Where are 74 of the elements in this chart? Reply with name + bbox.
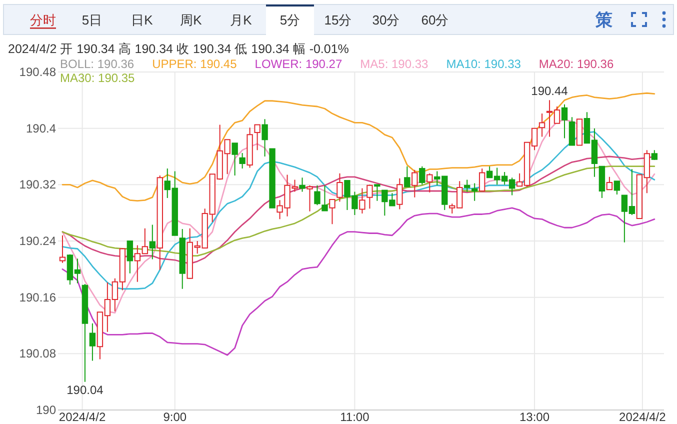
candlestick bbox=[471, 182, 478, 202]
y-tick-label: 190.48 bbox=[19, 65, 56, 79]
x-tick-label: 2024/4/2 bbox=[619, 410, 666, 424]
candlestick bbox=[232, 142, 238, 176]
label: 月K bbox=[230, 12, 252, 28]
candlestick bbox=[262, 118, 268, 157]
candlestick bbox=[478, 168, 486, 192]
y-tick-label: 190.16 bbox=[19, 290, 56, 304]
candlestick bbox=[269, 148, 276, 208]
label: 60分 bbox=[421, 12, 449, 28]
annotation: 190.44 bbox=[531, 84, 568, 98]
label: 15分 bbox=[324, 12, 352, 28]
candlestick bbox=[538, 113, 546, 138]
candlestick bbox=[179, 228, 186, 290]
candlestick bbox=[329, 198, 336, 225]
x-tick-label: 2024/4/2 bbox=[58, 410, 106, 424]
candlestick bbox=[561, 104, 568, 139]
label: 日K bbox=[131, 12, 153, 28]
text: BOLL: 190.36 bbox=[60, 57, 134, 71]
candlestick bbox=[651, 150, 658, 161]
candlestick bbox=[464, 179, 470, 192]
text: UPPER: 190.45 bbox=[152, 57, 238, 71]
candlestick bbox=[396, 178, 403, 210]
candlestick bbox=[336, 172, 343, 202]
y-tick-label: 190.24 bbox=[19, 234, 56, 248]
y-tick-label: 190.08 bbox=[19, 346, 56, 361]
candlestick bbox=[614, 180, 620, 196]
candlestick bbox=[404, 166, 410, 188]
line-series bbox=[62, 131, 656, 290]
candlestick bbox=[126, 240, 134, 274]
candlestick bbox=[306, 184, 313, 212]
text: MA10: 190.33 bbox=[446, 57, 522, 71]
candlestick bbox=[254, 124, 260, 151]
candlestick bbox=[314, 184, 320, 206]
x-tick-label: 13:00 bbox=[520, 410, 550, 424]
y-tick-label: 190.4 bbox=[26, 121, 56, 136]
candlestick bbox=[59, 234, 66, 264]
candlestick bbox=[412, 169, 418, 198]
label: 策 bbox=[596, 10, 612, 30]
label: 分时 bbox=[30, 12, 56, 28]
annotation: 190.04 bbox=[66, 382, 104, 397]
candlestick bbox=[239, 152, 246, 169]
candlestick bbox=[576, 118, 583, 146]
candlestick bbox=[156, 175, 163, 270]
chart-subtitle: 2024/4/2 开 190.34 高 190.34 收 190.34 低 190.34 幅 -0.01% bbox=[8, 41, 349, 56]
line-series bbox=[62, 166, 656, 256]
tab-selected: 5分 bbox=[266, 4, 314, 35]
line-series bbox=[62, 207, 656, 356]
candlestick bbox=[598, 166, 606, 199]
candlestick bbox=[82, 283, 88, 382]
candlestick bbox=[89, 322, 96, 362]
label: 5日 bbox=[82, 12, 102, 28]
candlestick bbox=[246, 127, 253, 168]
line-series bbox=[62, 119, 656, 314]
y-tick-label: 190.32 bbox=[19, 178, 56, 192]
candlestick bbox=[606, 176, 613, 190]
label: 30分 bbox=[372, 12, 400, 28]
candlestick bbox=[366, 184, 373, 210]
label: 周K bbox=[180, 12, 202, 28]
text: MA20: 190.36 bbox=[538, 57, 614, 71]
text: LOWER: 190.27 bbox=[254, 57, 342, 71]
text: MA30: 190.35 bbox=[60, 71, 136, 85]
y-tick-label: 190 bbox=[36, 403, 56, 417]
candlestick bbox=[568, 116, 576, 146]
candlestick bbox=[299, 177, 306, 192]
candlestick bbox=[374, 184, 380, 202]
candlestick bbox=[426, 172, 433, 193]
candlestick bbox=[359, 188, 366, 214]
candlestick bbox=[419, 166, 426, 186]
x-tick-label: 11:00 bbox=[340, 410, 370, 424]
candlestick bbox=[322, 184, 328, 212]
text: MA5: 190.33 bbox=[360, 57, 429, 71]
candlestick bbox=[149, 224, 156, 260]
x-tick-label: 9:00 bbox=[163, 410, 187, 424]
